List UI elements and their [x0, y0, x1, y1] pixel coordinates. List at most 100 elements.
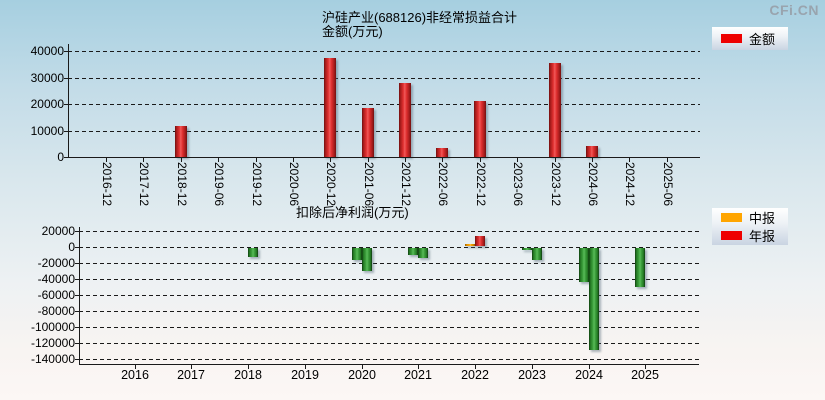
y-tick-label: -140000 [30, 352, 75, 366]
bar-2024-06 [586, 146, 598, 157]
y-tick-label: -60000 [37, 288, 75, 302]
x-tick [517, 158, 518, 162]
x-tick [405, 158, 406, 162]
bar-2022-12 [474, 101, 486, 157]
x-tick [218, 158, 219, 162]
y-tick [64, 78, 68, 79]
y-tick-label: 0 [57, 150, 64, 164]
legend-entry: 年报 [712, 227, 788, 245]
legend-swatch-金额 [721, 34, 742, 43]
bar-2021-中报 [408, 248, 418, 255]
y-tick [75, 247, 79, 248]
bar-2018-12 [175, 126, 187, 157]
y-tick [75, 263, 79, 264]
x-tick [143, 158, 144, 162]
gridline [68, 104, 700, 105]
legend-entry: 金额 [712, 30, 788, 48]
x-tick [330, 158, 331, 162]
x-tick [532, 364, 533, 369]
x-tick [362, 364, 363, 369]
x-tick [135, 364, 136, 369]
x-tick [589, 364, 590, 369]
y-tick [64, 51, 68, 52]
x-tick [442, 158, 443, 162]
y-tick-label: -120000 [30, 336, 75, 350]
x-tick-label: 2019 [291, 367, 319, 382]
x-tick-label: 2016 [121, 367, 149, 382]
x-tick [480, 158, 481, 162]
gridline [79, 279, 699, 280]
y-axis [79, 227, 80, 365]
x-tick [256, 158, 257, 162]
x-tick-label: 2023 [518, 367, 546, 382]
y-tick-label: -20000 [37, 256, 75, 270]
bar-2024-年报 [589, 248, 599, 350]
x-axis [79, 363, 699, 365]
legend-swatch-年报 [721, 231, 742, 240]
x-tick-label: 2021 [404, 367, 432, 382]
y-axis [68, 44, 69, 158]
y-tick [64, 157, 68, 158]
x-tick-label: 2022 [461, 367, 489, 382]
x-tick-label: 2018 [234, 367, 262, 382]
top-chart-legend: 金额 [712, 27, 788, 50]
gridline [79, 295, 699, 296]
gridline [79, 327, 699, 328]
bar-2023-12 [549, 63, 561, 157]
bottom-chart-title-line1: 扣除后净利润(万元) [296, 205, 409, 220]
y-tick-label: 0 [68, 240, 75, 254]
gridline [79, 247, 699, 248]
gridline [68, 131, 700, 132]
gridline [79, 231, 699, 232]
bottom-chart-legend: 中报 年报 [712, 208, 788, 245]
y-tick-label: 20000 [30, 97, 64, 111]
y-tick [75, 343, 79, 344]
bar-2022-中报 [465, 244, 475, 246]
bar-2025-中报 [635, 248, 645, 287]
x-tick [305, 364, 306, 369]
top-chart-title-line1: 沪硅产业(688126)非经常损益合计 [322, 10, 518, 25]
bar-2021-12 [399, 83, 411, 157]
cfi-logo: CFi.CN [769, 2, 819, 18]
x-tick [293, 158, 294, 162]
y-tick-label: 20000 [41, 224, 75, 238]
bar-2020-12 [324, 58, 336, 157]
gridline [68, 78, 700, 79]
gridline [79, 263, 699, 264]
legend-label: 金额 [749, 32, 776, 47]
x-tick [645, 364, 646, 369]
x-tick-label: 2024 [575, 367, 603, 382]
y-tick [75, 311, 79, 312]
bar-2024-中报 [579, 248, 589, 282]
x-tick [592, 158, 593, 162]
x-tick [368, 158, 369, 162]
gridline [79, 343, 699, 344]
y-tick-label: -80000 [37, 304, 75, 318]
x-tick [629, 158, 630, 162]
x-tick [106, 158, 107, 162]
bar-2021-06 [362, 108, 374, 157]
legend-label: 中报 [749, 211, 776, 226]
x-tick [418, 364, 419, 369]
y-tick-label: -40000 [37, 272, 75, 286]
top-chart-title: 沪硅产业(688126)非经常损益合计 金额(万元) [322, 11, 517, 39]
y-tick [64, 131, 68, 132]
x-axis [68, 157, 700, 158]
y-tick-label: 30000 [30, 71, 64, 85]
y-tick [75, 231, 79, 232]
y-tick-label: -100000 [30, 320, 75, 334]
y-tick [75, 327, 79, 328]
x-tick-label: 2017 [177, 367, 205, 382]
bar-2023-中报 [522, 248, 532, 250]
y-tick-label: 10000 [30, 124, 64, 138]
bar-2022-年报 [475, 236, 485, 246]
bottom-chart-title: 扣除后净利润(万元) [296, 206, 409, 220]
y-tick [75, 295, 79, 296]
gridline [79, 311, 699, 312]
y-tick [75, 359, 79, 360]
y-tick-label: 40000 [30, 44, 64, 58]
x-tick [191, 364, 192, 369]
x-tick-label: 2020 [348, 367, 376, 382]
